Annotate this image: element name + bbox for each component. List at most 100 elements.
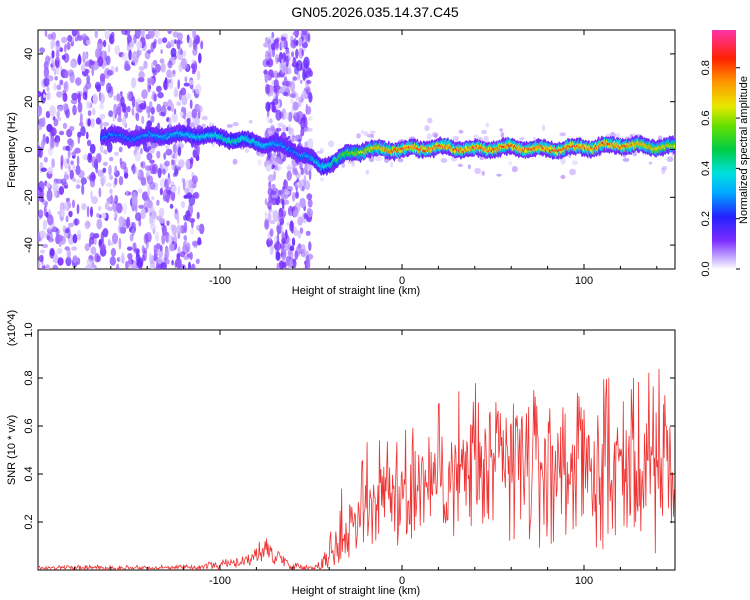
spectrogram-noise-cell (98, 187, 102, 198)
spectrogram-noise-cell (86, 100, 91, 109)
spectrogram-noise-cell (38, 91, 42, 98)
spectrogram-noise-cell (286, 170, 292, 181)
spectrogram-noise-cell (307, 162, 313, 171)
spectrogram-noise-cell (38, 180, 45, 193)
spectrogram-noise-cell (284, 76, 287, 82)
spectrogram-noise-cell (68, 210, 73, 218)
spectrogram-noise-cell (42, 219, 48, 231)
spectrogram-noise-cell (192, 30, 196, 40)
spectrogram-noise-cell (71, 92, 79, 101)
spectrogram-noise-cell (169, 73, 176, 78)
spectrogram-noise-cell (47, 166, 54, 175)
spectrogram-noise-cell (56, 247, 63, 255)
spectrogram-noise-cell (185, 92, 192, 100)
spectrogram-noise-cell (118, 146, 123, 153)
spectrogram-x-tick-label: 100 (575, 275, 593, 287)
spectrogram-noise-cell (186, 117, 191, 125)
spectrogram-noise-cell (183, 194, 189, 199)
spectrogram-noise-cell (138, 66, 145, 71)
spectrogram-noise-cell (80, 177, 87, 185)
spectrogram-noise-cell (72, 177, 76, 182)
spectrogram-noise-cell (91, 173, 96, 181)
spectrogram-noise-cell (111, 232, 119, 245)
spectrogram-noise-cell (72, 150, 77, 156)
spectrogram-noise-cell (46, 123, 53, 133)
colorbar-tick-label: 0.4 (700, 161, 712, 176)
spectrogram-noise-cell (300, 117, 305, 130)
spectrogram-noise-cell (169, 243, 175, 252)
spectrogram-y-tick-label: -40 (23, 237, 35, 253)
spectrogram-noise-cell (99, 113, 106, 120)
spectrogram-noise-cell (147, 30, 155, 39)
spectrogram-noise-cell (157, 37, 162, 45)
spectrogram-halo-cell (508, 161, 513, 166)
spectrogram-noise-cell (51, 140, 55, 149)
spectrogram-noise-cell (135, 212, 142, 222)
spectrogram-noise-cell (85, 81, 92, 90)
snr-x-tick-label: 0 (399, 575, 405, 587)
spectrogram-noise-cell (163, 152, 167, 160)
spectrogram-noise-cell (301, 41, 308, 49)
spectrogram-noise-cell (174, 150, 178, 163)
spectrogram-halo-cell (467, 164, 471, 170)
spectrogram-noise-cell (108, 164, 112, 177)
spectrogram-noise-cell (84, 61, 90, 67)
spectrogram-noise-cell (53, 252, 58, 264)
spectrogram-noise-cell (64, 174, 70, 180)
spectrogram-noise-cell (126, 34, 132, 43)
spectrogram-noise-cell (147, 49, 152, 54)
spectrogram-noise-cell (42, 243, 49, 249)
spectrogram-noise-cell (114, 165, 117, 174)
spectrogram-noise-cell (124, 110, 129, 119)
spectrogram-x-axis-label: Height of straight line (km) (292, 285, 420, 297)
spectrogram-noise-cell (107, 44, 111, 53)
spectrogram-noise-cell (96, 43, 103, 50)
spectrogram-noise-cell (162, 168, 166, 175)
spectrogram-noise-cell (90, 206, 93, 218)
spectrogram-halo-cell (347, 160, 355, 164)
spectrogram-noise-cell (132, 163, 136, 175)
spectrogram-noise-cell (183, 235, 187, 241)
spectrogram-noise-cell (301, 248, 306, 253)
spectrogram-noise-cell (50, 249, 55, 257)
spectrogram-noise-cell (292, 56, 297, 68)
spectrogram-noise-cell (191, 240, 199, 247)
spectrogram-amplitude-cells (38, 30, 675, 269)
spectrogram-noise-cell (197, 237, 202, 246)
spectrogram-halo-cell (369, 130, 376, 134)
spectrogram-noise-cell (43, 77, 50, 87)
spectrogram-noise-cell (117, 117, 123, 123)
spectrogram-y-tick-label: 20 (23, 96, 35, 108)
spectrogram-noise-cell (174, 165, 179, 175)
spectrogram-noise-cell (58, 130, 65, 136)
spectrogram-noise-cell (307, 32, 311, 43)
spectrogram-noise-cell (86, 205, 90, 218)
spectrogram-noise-cell (102, 228, 109, 238)
spectrogram-noise-cell (116, 202, 123, 214)
spectrogram-noise-cell (76, 204, 80, 215)
spectrogram-noise-cell (177, 166, 181, 171)
spectrogram-noise-cell (308, 241, 312, 252)
spectrogram-noise-cell (177, 32, 183, 41)
spectrogram-noise-cell (141, 115, 145, 125)
spectrogram-noise-cell (101, 50, 106, 60)
colorbar-gradient (712, 30, 736, 269)
spectrogram-x-tick-label: -100 (209, 275, 231, 287)
spectrogram-noise-cell (275, 251, 281, 261)
spectrogram-noise-cell (277, 122, 284, 128)
spectrogram-noise-cell (177, 185, 181, 196)
spectrogram-noise-cell (195, 258, 200, 264)
spectrogram-noise-cell (281, 36, 287, 41)
spectrogram-noise-cell (81, 203, 87, 211)
spectrogram-halo-cell (458, 129, 464, 134)
spectrogram-noise-cell (306, 193, 313, 201)
spectrogram-noise-cell (143, 196, 150, 202)
spectrogram-noise-cell (150, 224, 157, 231)
spectrogram-noise-cell (174, 39, 177, 44)
spectrogram-noise-cell (263, 70, 268, 75)
spectrogram-noise-cell (195, 83, 202, 95)
spectrogram-noise-cell (149, 181, 156, 190)
spectrogram-noise-cell (177, 159, 185, 169)
spectrogram-noise-cell (182, 178, 186, 191)
snr-panel: -100 0 100 0.2 0.4 0.6 0.8 1.0 Height of strai… (6, 310, 676, 597)
